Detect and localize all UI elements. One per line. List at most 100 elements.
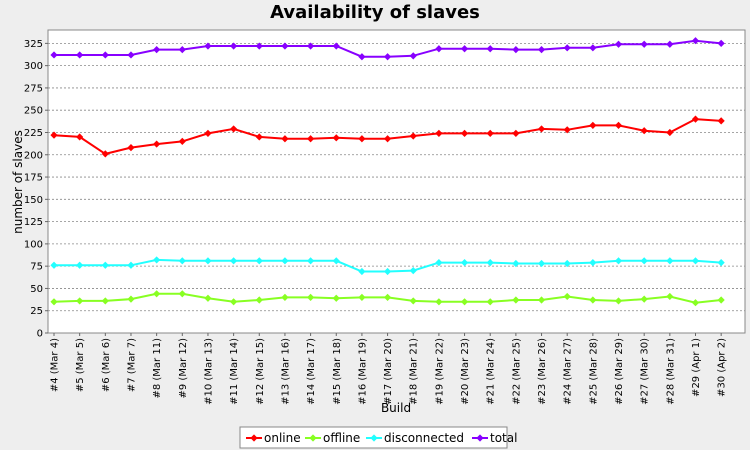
data-point-disconnected (358, 267, 366, 276)
data-point-disconnected (230, 257, 238, 265)
y-axis-ticks: 0 25 50 75 100 125 150 175 200 225 250 275 300 325 (24, 39, 48, 340)
series-disconnected (50, 256, 725, 276)
data-point-total (640, 40, 648, 48)
data-point-offline (153, 290, 161, 298)
data-point-online (435, 129, 443, 137)
legend-item-offline: offline (305, 431, 360, 445)
data-point-online (153, 140, 161, 148)
data-point-disconnected (178, 257, 186, 265)
data-point-disconnected (383, 267, 392, 276)
x-tick-label: #10 (Mar 13) (203, 338, 214, 405)
data-point-disconnected (486, 258, 494, 267)
legend: online offline disconnected total (246, 431, 517, 445)
data-point-total (691, 37, 700, 45)
data-point-offline (332, 294, 340, 302)
data-point-online (512, 129, 520, 137)
legend-swatch-marker (309, 434, 317, 442)
data-point-offline (50, 298, 58, 306)
y-tick-label: 200 (24, 150, 43, 161)
data-point-offline (255, 296, 263, 304)
data-point-disconnected (435, 258, 443, 267)
y-tick-label: 250 (24, 106, 43, 117)
data-point-online (178, 137, 186, 145)
data-point-offline (204, 294, 212, 302)
data-point-online (358, 135, 366, 143)
data-point-online (281, 135, 289, 143)
x-tick-label: #15 (Mar 18) (332, 338, 343, 405)
y-axis-label: number of slaves (11, 130, 25, 234)
data-point-total (101, 51, 109, 59)
data-point-disconnected (281, 257, 289, 265)
data-point-online (460, 129, 469, 137)
data-point-online (50, 131, 58, 139)
data-point-disconnected (332, 257, 340, 265)
legend-label: disconnected (384, 431, 464, 445)
data-point-total (563, 44, 571, 52)
data-point-disconnected (76, 261, 84, 269)
data-point-total (666, 40, 674, 48)
y-tick-label: 100 (24, 239, 43, 250)
y-tick-label: 25 (30, 306, 43, 317)
data-point-online (101, 150, 109, 158)
data-point-total (537, 46, 546, 54)
data-point-online (230, 125, 238, 133)
data-point-total (76, 51, 84, 59)
data-point-total (50, 51, 58, 59)
data-point-total (358, 53, 366, 61)
legend-swatch-marker (250, 434, 258, 442)
x-tick-label: #6 (Mar 6) (101, 338, 112, 392)
legend-label: online (264, 431, 301, 445)
data-point-disconnected (589, 258, 597, 267)
data-point-offline (614, 297, 623, 305)
y-tick-label: 150 (24, 195, 43, 206)
data-point-total (486, 45, 494, 53)
x-tick-label: #4 (Mar 4) (50, 338, 61, 392)
data-point-offline (101, 297, 109, 305)
x-tick-label: #11 (Mar 14) (229, 338, 240, 405)
data-point-offline (717, 296, 725, 304)
data-point-online (486, 129, 494, 137)
series-offline (50, 290, 725, 307)
data-point-online (307, 135, 315, 143)
data-point-online (409, 132, 417, 140)
y-tick-label: 300 (24, 61, 43, 72)
data-point-online (76, 133, 84, 141)
data-point-online (127, 144, 135, 152)
data-point-online (383, 135, 392, 143)
legend-item-total: total (472, 431, 517, 445)
data-point-offline (691, 299, 700, 307)
y-tick-label: 75 (30, 262, 43, 273)
y-tick-label: 0 (37, 329, 43, 340)
data-point-total (614, 40, 623, 48)
data-point-offline (563, 292, 571, 301)
data-point-disconnected (307, 257, 315, 265)
data-point-total (589, 44, 597, 52)
data-point-disconnected (666, 257, 674, 265)
data-point-online (563, 126, 571, 134)
data-point-total (178, 46, 186, 54)
data-point-offline (383, 293, 392, 301)
x-tick-label: #18 (Mar 21) (409, 338, 420, 405)
data-point-disconnected (640, 257, 648, 265)
data-point-online (666, 128, 674, 137)
legend-label: offline (323, 431, 360, 445)
data-point-offline (512, 296, 520, 304)
data-point-total (255, 42, 263, 50)
data-point-total (281, 42, 289, 50)
x-tick-label: #23 (Mar 26) (537, 338, 548, 405)
x-axis-ticks: #4 (Mar 4) #5 (Mar 5) #6 (Mar 6) #7 (Mar 7)… (50, 333, 728, 405)
data-point-online (717, 117, 725, 125)
data-point-disconnected (537, 259, 546, 268)
data-point-online (614, 121, 623, 129)
x-tick-label: #27 (Mar 30) (640, 338, 651, 405)
data-point-total (409, 52, 417, 60)
data-point-total (435, 45, 443, 53)
data-point-online (589, 121, 597, 129)
data-point-disconnected (614, 257, 623, 265)
data-point-disconnected (153, 256, 161, 264)
data-point-total (153, 46, 161, 54)
data-point-offline (486, 298, 494, 306)
data-point-disconnected (563, 259, 571, 268)
data-point-online (204, 129, 212, 137)
